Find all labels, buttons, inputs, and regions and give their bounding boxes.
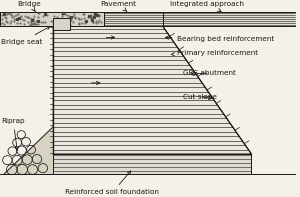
Text: Primary reinforcement: Primary reinforcement (171, 50, 259, 56)
Polygon shape (53, 26, 251, 154)
Polygon shape (3, 125, 53, 174)
Bar (53, 18, 70, 30)
Text: GRS abutment: GRS abutment (183, 70, 236, 76)
Text: Bridge: Bridge (18, 1, 41, 12)
Text: Bridge seat: Bridge seat (2, 26, 50, 45)
Bar (163, 12, 296, 26)
Bar (0, 12, 296, 26)
Bar (103, 12, 163, 26)
Text: Integrated approach: Integrated approach (170, 1, 244, 11)
Bar (53, 154, 251, 174)
Text: Bearing bed reinforcement: Bearing bed reinforcement (165, 36, 275, 42)
Text: Cut slope: Cut slope (183, 94, 217, 100)
Text: Pavement: Pavement (100, 1, 136, 11)
Bar (0, 12, 103, 26)
Text: Riprap: Riprap (2, 118, 25, 150)
Text: Reinforced soil foundation: Reinforced soil foundation (65, 171, 159, 195)
